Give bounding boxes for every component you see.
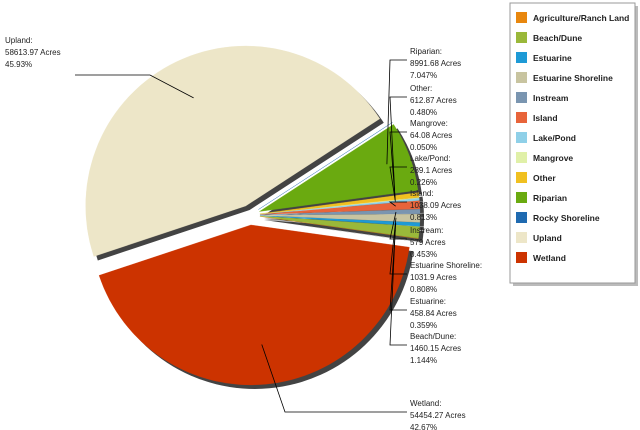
slice-shadow <box>263 220 424 243</box>
legend-label: Other <box>533 173 556 183</box>
slice <box>259 197 420 215</box>
callout-percent: 7.047% <box>410 71 437 80</box>
legend-label: Rocky Shoreline <box>533 213 600 223</box>
slice <box>259 200 421 215</box>
legend-box <box>509 2 636 284</box>
leader-line <box>261 344 407 413</box>
legend-label: Upland <box>533 233 562 243</box>
legend-label: Beach/Dune <box>533 33 582 43</box>
callout-name: Beach/Dune: <box>410 332 456 341</box>
slice <box>259 209 421 215</box>
legend-swatch <box>516 92 527 103</box>
callout-name: Wetland: <box>410 399 441 408</box>
slice <box>259 216 419 239</box>
legend-swatch <box>516 152 527 163</box>
callout-percent: 0.808% <box>410 285 437 294</box>
callout-value: 1038.09 Acres <box>410 201 461 210</box>
slice-shadow <box>263 220 423 243</box>
slice <box>259 215 420 239</box>
legend-label: Estuarine Shoreline <box>533 73 613 83</box>
callout-percent: 42.67% <box>410 423 437 430</box>
callout-name: Riparian: <box>410 47 442 56</box>
leader-line <box>75 74 194 99</box>
callout-percent: 0.050% <box>410 143 437 152</box>
callout-value: 612.87 Acres <box>410 96 457 105</box>
legend-swatch <box>516 132 527 143</box>
legend-swatch <box>516 72 527 83</box>
slice <box>98 224 410 386</box>
callout-value: 579 Acres <box>410 238 446 247</box>
legend-label: Wetland <box>533 253 566 263</box>
callout-value: 64.08 Acres <box>410 131 452 140</box>
leader-line <box>389 223 407 311</box>
callout-name: Island: <box>410 189 434 198</box>
leader-line <box>389 217 407 275</box>
callout-name: Estuarine Shoreline: <box>410 261 482 270</box>
callout-value: 1460.15 Acres <box>410 344 461 353</box>
legend-label: Lake/Pond <box>533 133 576 143</box>
legend-label: Riparian <box>533 193 567 203</box>
legend-label: Mangrove <box>533 153 573 163</box>
callout-percent: 0.480% <box>410 108 437 117</box>
callout-value: 54454.27 Acres <box>410 411 466 420</box>
leader-line <box>389 229 407 346</box>
callout-name: Estuarine: <box>410 297 446 306</box>
legend-label: Island <box>533 113 558 123</box>
callout-percent: 0.813% <box>410 213 437 222</box>
legend-swatch <box>516 212 527 223</box>
legend-swatch <box>516 52 527 63</box>
slice <box>259 215 420 227</box>
legend-label: Instream <box>533 93 569 103</box>
callout-name: Mangrove: <box>410 119 448 128</box>
callout-value: 58613.97 Acres <box>5 48 61 57</box>
leader-line <box>389 96 407 198</box>
slice <box>259 214 421 223</box>
callout-value: 458.84 Acres <box>410 309 457 318</box>
leader-line <box>388 201 407 207</box>
legend-swatch <box>516 172 527 183</box>
callout-percent: 0.453% <box>410 250 437 259</box>
callout-percent: 1.144% <box>410 356 437 365</box>
slice <box>259 192 420 214</box>
callout-percent: 45.93% <box>5 60 32 69</box>
callout-value: 289.1 Acres <box>410 166 452 175</box>
callout-value: 1031.9 Acres <box>410 273 457 282</box>
callout-percent: 0.226% <box>410 178 437 187</box>
legend-label: Estuarine <box>533 53 572 63</box>
callout-name: Upland: <box>5 36 33 45</box>
legend-swatch <box>516 232 527 243</box>
slice <box>258 122 393 210</box>
leader-line <box>389 131 407 201</box>
legend-swatch <box>516 12 527 23</box>
callout-percent: 0.359% <box>410 321 437 330</box>
callout-name: Instream: <box>410 226 443 235</box>
leader-line <box>386 59 407 165</box>
legend-swatch <box>516 192 527 203</box>
legend-swatch <box>516 112 527 123</box>
callout-value: 8991.68 Acres <box>410 59 461 68</box>
legend-label: Agriculture/Ranch Land <box>533 13 629 23</box>
callout-name: Lake/Pond: <box>410 154 450 163</box>
leader-line <box>389 166 407 202</box>
slice <box>259 124 419 212</box>
callout-name: Other: <box>410 84 432 93</box>
legend-swatch <box>516 252 527 263</box>
slice <box>85 45 380 257</box>
leader-line <box>389 211 407 240</box>
legend-swatch <box>516 32 527 43</box>
